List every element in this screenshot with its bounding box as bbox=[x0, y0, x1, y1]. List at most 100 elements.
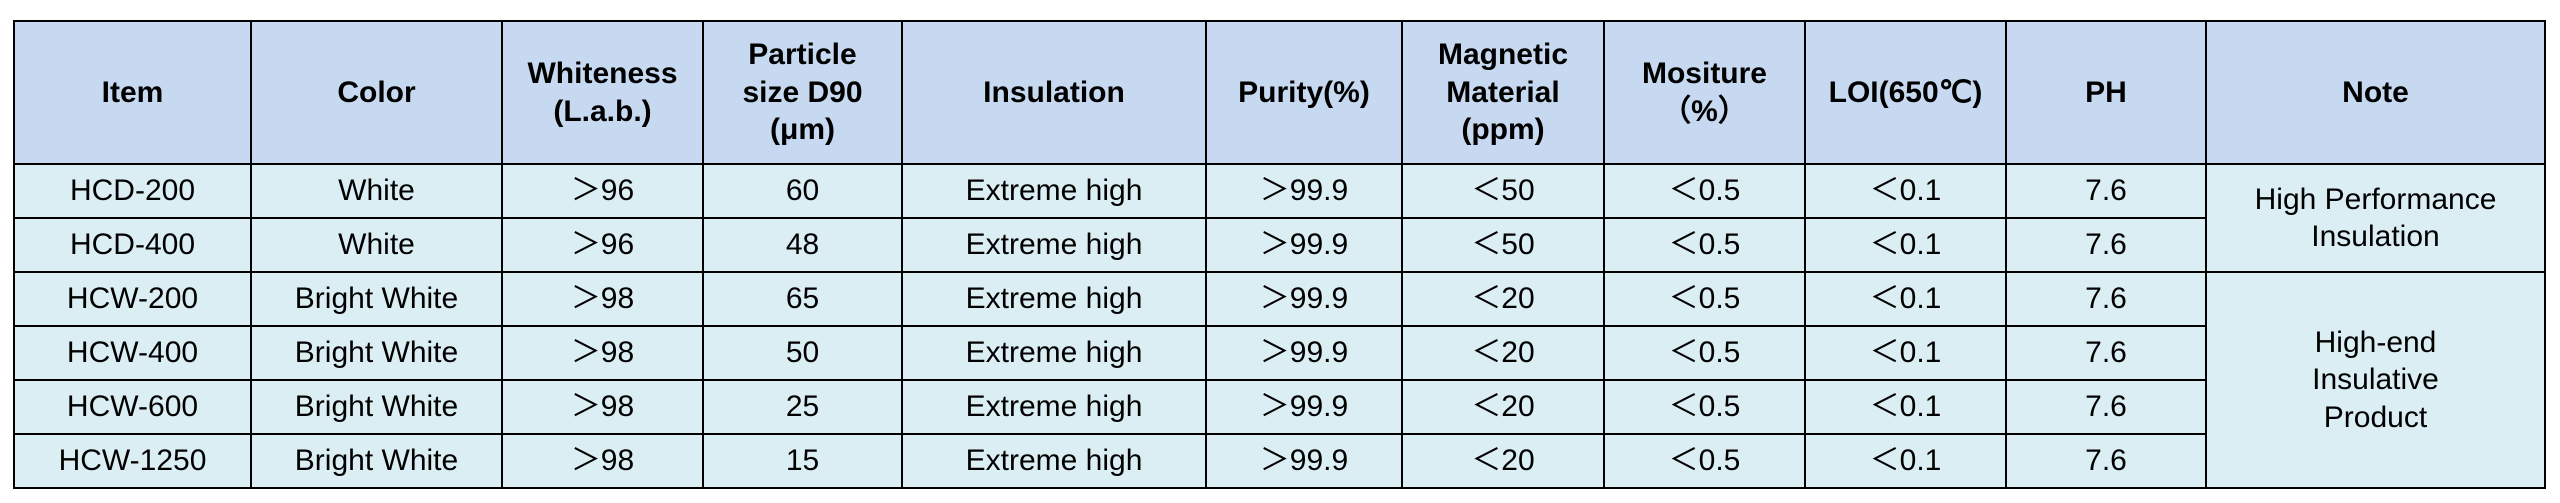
table-cell: ＜0.5 bbox=[1603, 433, 1806, 489]
cell-line: PH bbox=[2085, 75, 2127, 109]
table-cell: ＞99.9 bbox=[1205, 217, 1403, 273]
table-cell: ＜0.5 bbox=[1603, 325, 1806, 381]
table-cell: Extreme high bbox=[901, 271, 1207, 327]
table-cell: ＜20 bbox=[1401, 379, 1605, 435]
header-cell: Particle size D90 (μm) bbox=[702, 20, 903, 165]
table-cell: ＞99.9 bbox=[1205, 379, 1403, 435]
table-cell: ＞98 bbox=[501, 433, 704, 489]
cell-line: (μm) bbox=[769, 113, 835, 147]
cell-line: (ppm) bbox=[1461, 113, 1545, 147]
cell-line: Note bbox=[2342, 75, 2409, 109]
cell-line: High Performance bbox=[2254, 182, 2497, 216]
table-cell: ＜20 bbox=[1401, 271, 1605, 327]
table-cell: 7.6 bbox=[2005, 433, 2207, 489]
spec-table: Item Color Whiteness (L.a.b.) Particle size D… bbox=[13, 20, 2546, 489]
table-cell: 7.6 bbox=[2005, 217, 2207, 273]
table-cell: ＞96 bbox=[501, 163, 704, 219]
cell-line: （%） bbox=[1661, 94, 1748, 128]
table-row: HCW-1250 Bright White ＞98 15 Extreme high ＞99… bbox=[13, 433, 2545, 489]
table-cell: ＜0.1 bbox=[1804, 217, 2007, 273]
table-cell: ＞98 bbox=[501, 271, 704, 327]
table-cell: HCD-400 bbox=[13, 217, 252, 273]
table-row: HCW-400 Bright White ＞98 50 Extreme high ＞99.… bbox=[13, 325, 2545, 381]
table-cell: Extreme high bbox=[901, 163, 1207, 219]
table-cell: White bbox=[250, 163, 503, 219]
table-cell: HCW-1250 bbox=[13, 433, 252, 489]
header-cell: Insulation bbox=[901, 20, 1207, 165]
table-row: HCD-400 White ＞96 48 Extreme high ＞99.9 ＜50 ＜0.… bbox=[13, 217, 2545, 273]
table-cell: 7.6 bbox=[2005, 163, 2207, 219]
table-cell: 7.6 bbox=[2005, 325, 2207, 381]
table-cell: ＞98 bbox=[501, 379, 704, 435]
cell-line: Mositure bbox=[1641, 57, 1767, 90]
table-cell: Bright White bbox=[250, 379, 503, 435]
table-cell: ＜0.1 bbox=[1804, 163, 2007, 219]
table-body: HCD-200 White ＞96 60 Extreme high ＞99.9 ＜50 ＜0.… bbox=[13, 163, 2546, 489]
table-cell: 25 bbox=[702, 379, 903, 435]
table-cell: Bright White bbox=[250, 325, 503, 381]
table-cell: Extreme high bbox=[901, 433, 1207, 489]
cell-line: Insulative bbox=[2312, 363, 2439, 397]
table-cell: 50 bbox=[702, 325, 903, 381]
cell-line: (L.a.b.) bbox=[553, 94, 652, 128]
cell-line: Whiteness bbox=[527, 57, 678, 90]
table-cell: ＜0.5 bbox=[1603, 379, 1806, 435]
table-cell: ＜20 bbox=[1401, 325, 1605, 381]
header-row: Item Color Whiteness (L.a.b.) Particle size D… bbox=[13, 20, 2546, 165]
table-cell: ＞99.9 bbox=[1205, 271, 1403, 327]
header-cell: Purity(%) bbox=[1205, 20, 1403, 165]
table-cell: ＜0.5 bbox=[1603, 271, 1806, 327]
table-cell: 15 bbox=[702, 433, 903, 489]
cell-line: Material bbox=[1446, 75, 1560, 109]
header-cell: Color bbox=[250, 20, 503, 165]
table-cell: ＞99.9 bbox=[1205, 433, 1403, 489]
table-cell: ＜0.1 bbox=[1804, 271, 2007, 327]
table-cell: ＜50 bbox=[1401, 217, 1605, 273]
table-cell: ＞99.9 bbox=[1205, 163, 1403, 219]
cell-line: Magnetic bbox=[1437, 38, 1569, 72]
table-cell: 7.6 bbox=[2005, 271, 2207, 327]
table-cell: Bright White bbox=[250, 271, 503, 327]
cell-line: size D90 bbox=[742, 75, 863, 109]
cell-line: Insulation bbox=[2311, 220, 2440, 253]
table-cell: ＜0.1 bbox=[1804, 433, 2007, 489]
table-cell: ＞98 bbox=[501, 325, 704, 381]
table-cell: ＞96 bbox=[501, 217, 704, 273]
header-cell: PH bbox=[2005, 20, 2207, 165]
cell-line: Color bbox=[337, 75, 416, 109]
table-cell: Extreme high bbox=[901, 379, 1207, 435]
header-cell: Magnetic Material (ppm) bbox=[1401, 20, 1605, 165]
table-cell: Bright White bbox=[250, 433, 503, 489]
table-cell: ＜0.5 bbox=[1603, 217, 1806, 273]
table-cell: ＜0.1 bbox=[1804, 379, 2007, 435]
table-cell: ＜20 bbox=[1401, 433, 1605, 489]
table-row: HCW-600 Bright White ＞98 25 Extreme high ＞99.… bbox=[13, 379, 2545, 435]
table-cell: HCW-600 bbox=[13, 379, 252, 435]
table-cell: ＜50 bbox=[1401, 163, 1605, 219]
header-cell: Note bbox=[2205, 20, 2546, 165]
note-cell: High-end Insulative Product bbox=[2205, 271, 2546, 489]
table-cell: HCW-200 bbox=[13, 271, 252, 327]
header-cell: LOI(650℃) bbox=[1804, 20, 2007, 165]
table-row: HCD-200 White ＞96 60 Extreme high ＞99.9 ＜50 ＜0.… bbox=[13, 163, 2546, 273]
cell-line: Particle bbox=[748, 38, 857, 72]
cell-line: Item bbox=[101, 75, 164, 109]
table-cell: Extreme high bbox=[901, 217, 1207, 273]
cell-line: Insulation bbox=[983, 75, 1125, 109]
cell-line: High-end bbox=[2314, 325, 2437, 359]
table-cell: ＜0.5 bbox=[1603, 163, 1806, 219]
table-cell: 7.6 bbox=[2005, 379, 2207, 435]
header-cell: Item bbox=[13, 20, 252, 165]
table-cell: ＞99.9 bbox=[1205, 325, 1403, 381]
table-cell: White bbox=[250, 217, 503, 273]
table-cell: 60 bbox=[702, 163, 903, 219]
table-row: HCW-200 Bright White ＞98 65 Extreme high ＞99.… bbox=[13, 271, 2546, 489]
table-cell: 65 bbox=[702, 271, 903, 327]
table-cell: 48 bbox=[702, 217, 903, 273]
table-cell: HCW-400 bbox=[13, 325, 252, 381]
cell-line: Purity(%) bbox=[1238, 75, 1370, 109]
table-cell: HCD-200 bbox=[13, 163, 252, 219]
table-cell: ＜0.1 bbox=[1804, 325, 2007, 381]
header-cell: Whiteness (L.a.b.) bbox=[501, 20, 704, 165]
